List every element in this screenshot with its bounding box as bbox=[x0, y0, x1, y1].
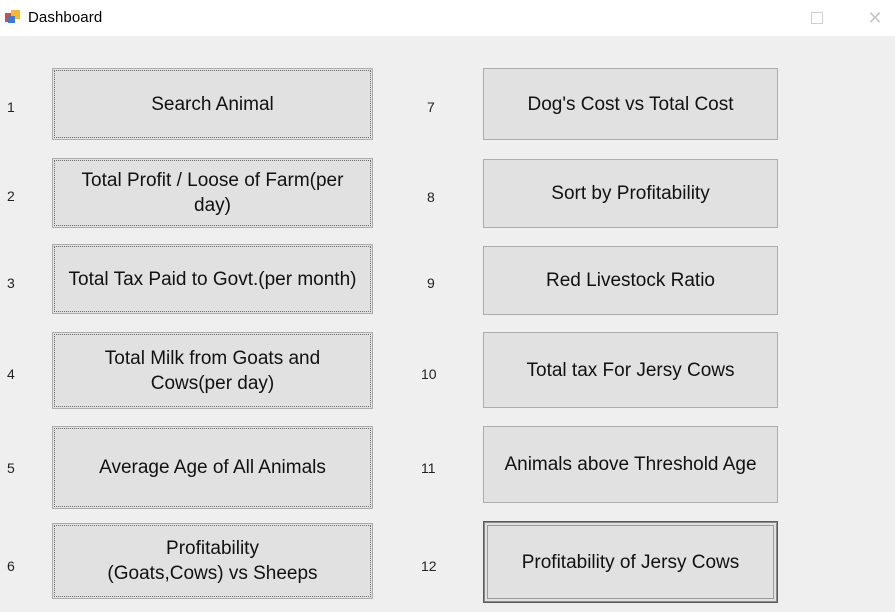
total-milk-button[interactable]: Total Milk from Goats and Cows(per day) bbox=[52, 332, 373, 409]
maximize-button[interactable] bbox=[794, 0, 840, 36]
profitability-jersy-cows-button[interactable]: Profitability of Jersy Cows bbox=[483, 521, 778, 603]
row-number-5: 5 bbox=[7, 460, 15, 476]
row-number-12: 12 bbox=[421, 558, 437, 574]
profitability-goats-cows-vs-sheeps-button[interactable]: Profitability (Goats,Cows) vs Sheeps bbox=[52, 523, 373, 599]
row-number-1: 1 bbox=[7, 99, 15, 115]
total-profit-button[interactable]: Total Profit / Loose of Farm(per day) bbox=[52, 158, 373, 228]
average-age-button[interactable]: Average Age of All Animals bbox=[52, 426, 373, 509]
close-button[interactable]: ✕ bbox=[852, 0, 895, 36]
row-number-7: 7 bbox=[427, 99, 435, 115]
search-animal-button[interactable]: Search Animal bbox=[52, 68, 373, 140]
total-tax-jersy-cows-button[interactable]: Total tax For Jersy Cows bbox=[483, 332, 778, 408]
red-livestock-ratio-button[interactable]: Red Livestock Ratio bbox=[483, 246, 778, 315]
row-number-6: 6 bbox=[7, 558, 15, 574]
total-tax-button[interactable]: Total Tax Paid to Govt.(per month) bbox=[52, 244, 373, 314]
maximize-icon bbox=[811, 12, 823, 24]
close-icon: ✕ bbox=[867, 8, 883, 28]
title-bar[interactable]: Dashboard ✕ bbox=[0, 0, 895, 36]
sort-by-profitability-button[interactable]: Sort by Profitability bbox=[483, 159, 778, 228]
row-number-11: 11 bbox=[421, 460, 436, 476]
row-number-2: 2 bbox=[7, 188, 15, 204]
dashboard-panel: 1 2 3 4 5 6 Search Animal Total Profit /… bbox=[0, 36, 895, 612]
animals-above-threshold-age-button[interactable]: Animals above Threshold Age bbox=[483, 426, 778, 503]
window-title: Dashboard bbox=[28, 9, 103, 26]
row-number-3: 3 bbox=[7, 275, 15, 291]
row-number-10: 10 bbox=[421, 366, 437, 382]
row-number-8: 8 bbox=[427, 189, 435, 205]
row-number-4: 4 bbox=[7, 366, 15, 382]
app-icon bbox=[5, 10, 20, 23]
row-number-9: 9 bbox=[427, 275, 435, 291]
dogs-cost-vs-total-cost-button[interactable]: Dog's Cost vs Total Cost bbox=[483, 68, 778, 140]
